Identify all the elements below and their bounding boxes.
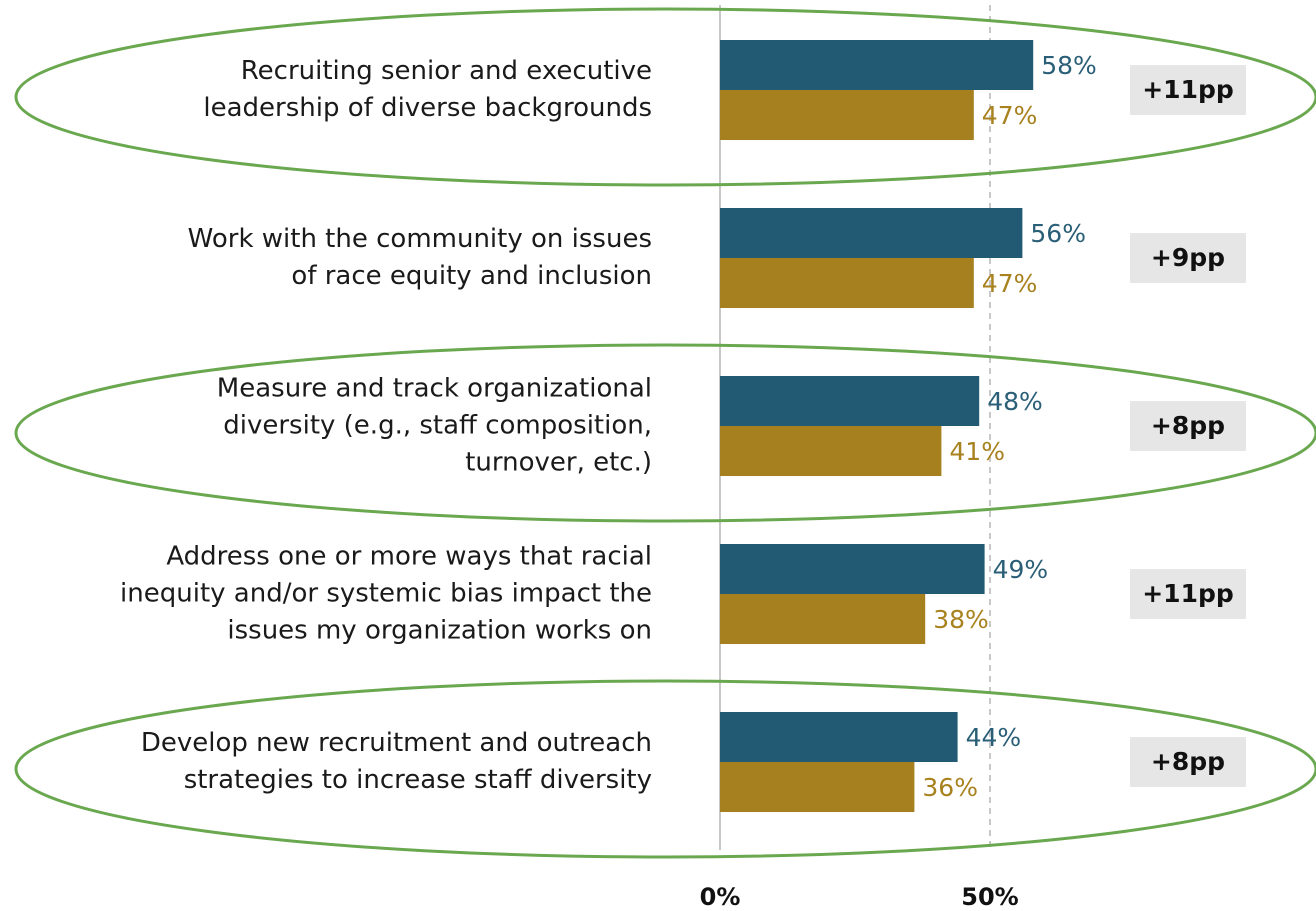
difference-box — [1130, 569, 1246, 619]
x-tick-label: 0% — [700, 883, 741, 911]
bar — [720, 594, 926, 644]
bar — [720, 544, 985, 594]
value-label: 47% — [982, 101, 1038, 130]
difference-box — [1130, 401, 1246, 451]
bar — [720, 762, 915, 812]
value-label: 49% — [993, 555, 1049, 584]
value-label: 38% — [933, 605, 989, 634]
highlight-ellipse — [14, 679, 1316, 859]
bar — [720, 712, 958, 762]
bar — [720, 40, 1034, 90]
value-label: 48% — [987, 387, 1043, 416]
difference-label: +8pp — [1151, 411, 1225, 440]
category-label: Recruiting senior and executive leadersh… — [203, 56, 652, 123]
difference-box — [1130, 737, 1246, 787]
difference-box — [1130, 65, 1246, 115]
bar — [720, 426, 942, 476]
bar — [720, 258, 974, 308]
difference-label: +11pp — [1142, 579, 1234, 608]
difference-box — [1130, 233, 1246, 283]
highlight-ellipse — [14, 7, 1316, 187]
value-label: 56% — [1030, 219, 1086, 248]
value-label: 41% — [949, 437, 1005, 466]
difference-label: +8pp — [1151, 747, 1225, 776]
value-label: 58% — [1041, 51, 1097, 80]
value-label: 47% — [982, 269, 1038, 298]
x-tick-label: 50% — [961, 883, 1018, 911]
value-label: 44% — [966, 723, 1022, 752]
bar — [720, 208, 1023, 258]
category-label: Develop new recruitment and outreach str… — [140, 728, 652, 795]
difference-label: +11pp — [1142, 75, 1234, 104]
bar — [720, 90, 974, 140]
category-label: Work with the community on issues of rac… — [187, 224, 652, 291]
value-label: 36% — [922, 773, 978, 802]
category-label: Measure and track organizational diversi… — [216, 373, 652, 478]
bar — [720, 376, 980, 426]
difference-label: +9pp — [1151, 243, 1225, 272]
category-label: Address one or more ways that racial ine… — [120, 541, 652, 646]
highlight-ellipse — [14, 343, 1316, 523]
